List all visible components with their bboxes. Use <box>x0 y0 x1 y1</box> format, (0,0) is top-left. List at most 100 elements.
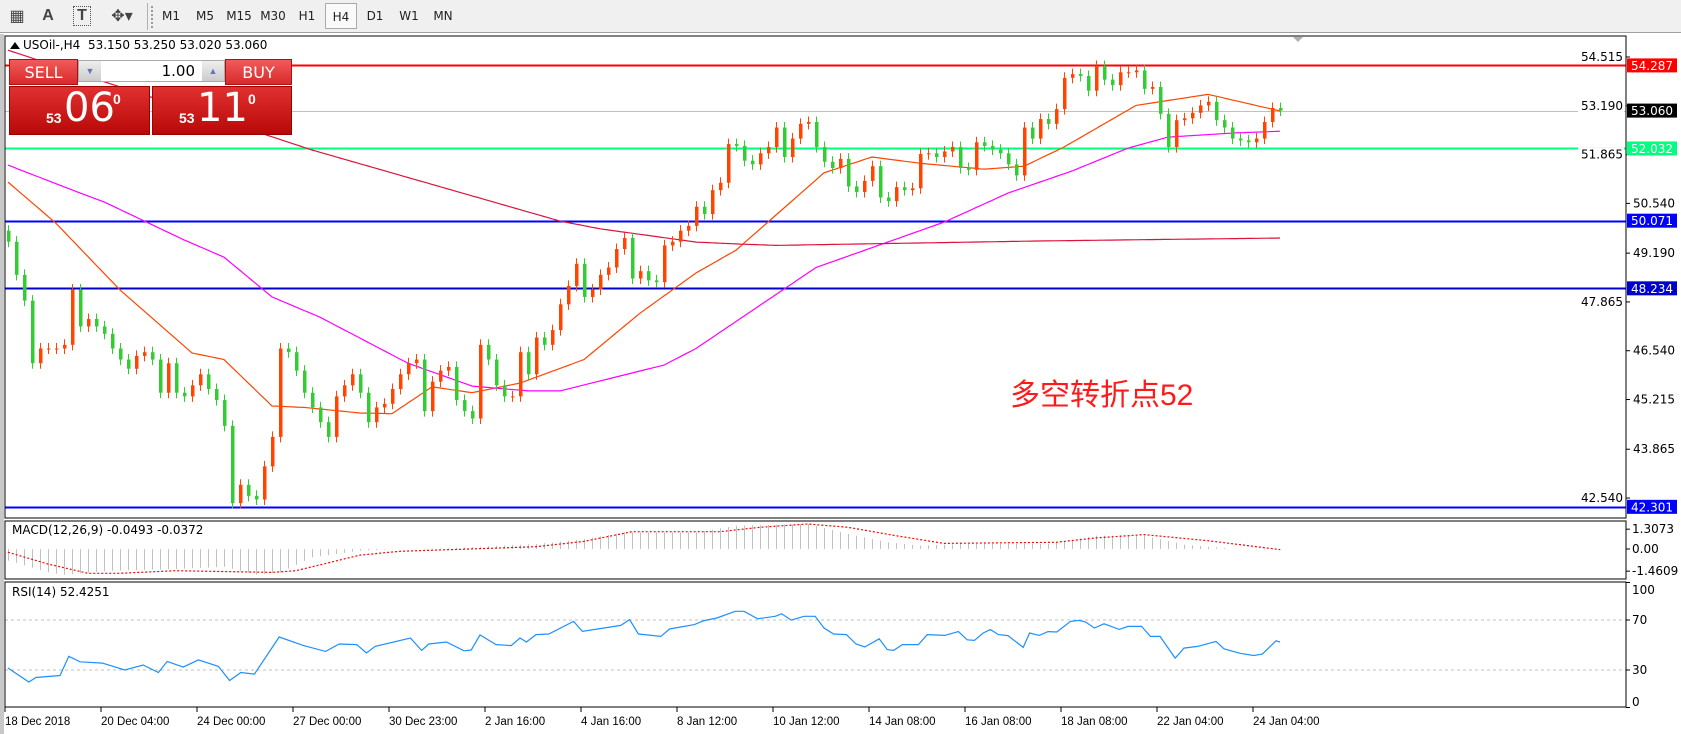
candle-bearish <box>1031 127 1035 139</box>
timeframe-m30[interactable]: M30 <box>260 9 286 23</box>
candle-bearish <box>175 363 179 393</box>
candle-bullish <box>55 348 59 350</box>
candle-bullish <box>167 363 171 393</box>
candle-bearish <box>991 145 995 150</box>
arrows-dropdown-icon[interactable]: ✥▾ <box>111 8 133 25</box>
moving-average-line-ma_fast <box>7 93 1281 415</box>
timeframe-mn[interactable]: MN <box>433 9 453 23</box>
candle-bearish <box>327 422 331 437</box>
lot-increase-icon[interactable]: ▲ <box>202 61 224 81</box>
candle-bullish <box>711 190 715 215</box>
timeframe-m1[interactable]: M1 <box>162 9 180 23</box>
one-click-trading-panel: SELL ▼ 1.00 ▲ BUY 53 06 0 53 11 0 <box>9 59 292 135</box>
lot-size-stepper[interactable]: ▼ 1.00 ▲ <box>78 60 225 82</box>
rsi-tick-label: 0 <box>1632 695 1640 709</box>
candle-bearish <box>207 374 211 390</box>
price-tick-label-bg <box>1578 98 1624 113</box>
lot-size-input[interactable]: 1.00 <box>161 62 195 80</box>
sell-price-prefix: 53 <box>46 110 62 126</box>
candle-bearish <box>159 359 163 393</box>
candle-bullish <box>383 403 387 408</box>
macd-tick-label: 0.00 <box>1632 542 1659 556</box>
candle-bearish <box>1159 87 1163 114</box>
candle-bullish <box>551 330 555 345</box>
candles <box>7 60 1283 509</box>
timeframe-h4[interactable]: H4 <box>325 3 357 29</box>
candle-bearish <box>703 206 707 215</box>
candle-bearish <box>31 300 35 364</box>
collapse-triangle-icon[interactable] <box>10 42 20 49</box>
price-level-tag <box>1627 499 1677 514</box>
candle-bearish <box>783 127 787 157</box>
time-tick-label: 30 Dec 23:00 <box>389 716 457 728</box>
lot-decrease-icon[interactable]: ▼ <box>79 61 101 81</box>
candle-bullish <box>951 147 955 152</box>
candle-bearish <box>855 186 859 192</box>
sell-price-main: 06 <box>64 85 115 131</box>
candle-bearish <box>655 280 659 283</box>
candle-bearish <box>1239 138 1243 141</box>
candle-bullish <box>71 289 75 345</box>
timeframe-m5[interactable]: M5 <box>196 9 214 23</box>
candle-bullish <box>727 144 731 183</box>
sell-price-button[interactable]: 53 06 0 <box>9 85 150 135</box>
macd-title: MACD(12,26,9) -0.0493 -0.0372 <box>12 523 204 537</box>
timeframe-h1[interactable]: H1 <box>298 9 316 23</box>
timeframe-m15[interactable]: M15 <box>226 9 252 23</box>
candle-bullish <box>1151 87 1155 89</box>
candle-bullish <box>559 304 563 331</box>
buy-price-button[interactable]: 53 11 0 <box>152 85 292 135</box>
price-level-label: 54.287 <box>1631 59 1673 73</box>
candle-bearish <box>183 392 187 397</box>
timeframe-w1[interactable]: W1 <box>399 9 419 23</box>
text-a-icon[interactable]: A <box>42 7 54 24</box>
candle-bullish <box>535 337 539 375</box>
toolbar-grip[interactable] <box>151 6 155 28</box>
candle-bullish <box>87 319 91 327</box>
candle-bearish <box>487 344 491 360</box>
candle-bullish <box>975 142 979 170</box>
candle-bullish <box>1271 108 1275 123</box>
candle-bearish <box>1247 140 1251 143</box>
candle-bullish <box>919 154 923 189</box>
candle-bearish <box>967 168 971 170</box>
candle-bullish <box>399 374 403 390</box>
timeframe-d1[interactable]: D1 <box>366 9 384 23</box>
buy-button[interactable]: BUY <box>225 59 292 85</box>
rsi-tick-label: 70 <box>1632 613 1647 627</box>
candle-bullish <box>839 158 843 169</box>
price-tick-label: 47.865 <box>1581 295 1623 309</box>
candle-bullish <box>511 396 515 398</box>
candle-bullish <box>895 187 899 202</box>
candle-bullish <box>663 245 667 283</box>
candle-bearish <box>1079 74 1083 76</box>
candle-bearish <box>287 348 291 353</box>
candle-bullish <box>679 230 683 242</box>
chart-shift-marker-icon[interactable] <box>1293 37 1303 42</box>
candle-bullish <box>791 138 795 157</box>
sell-price-pip: 0 <box>113 91 121 107</box>
price-level-label: 50.071 <box>1631 214 1673 228</box>
candle-bearish <box>295 352 299 371</box>
candle-bearish <box>1223 120 1227 128</box>
candle-bearish <box>319 407 323 423</box>
price-tick-label: 45.215 <box>1633 393 1675 407</box>
chart-annotation-text[interactable]: 多空转折点52 <box>1010 379 1194 412</box>
buy-price-prefix: 53 <box>179 110 195 126</box>
grid-f-icon[interactable]: ▦ <box>9 8 25 25</box>
time-tick-label: 10 Jan 12:00 <box>773 716 840 728</box>
candle-bullish <box>1055 109 1059 124</box>
candle-bullish <box>1263 122 1267 139</box>
sell-button[interactable]: SELL <box>9 59 78 85</box>
candle-bullish <box>431 381 435 412</box>
candle-bearish <box>151 352 155 360</box>
candle-bullish <box>927 153 931 155</box>
candle-bearish <box>247 484 251 496</box>
text-label-icon[interactable]: T <box>73 6 91 26</box>
candle-bearish <box>215 389 219 401</box>
buy-price-main: 11 <box>197 85 248 131</box>
rsi-title: RSI(14) 52.4251 <box>12 585 110 599</box>
candle-bullish <box>351 374 355 386</box>
time-tick-label: 14 Jan 08:00 <box>869 716 936 728</box>
